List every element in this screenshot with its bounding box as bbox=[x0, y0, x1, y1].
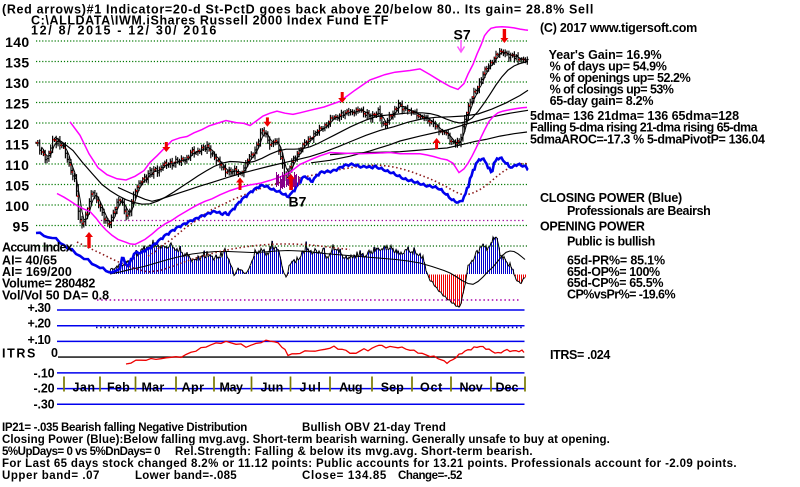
svg-text:For Last 65 days stock changed: For Last 65 days stock changed 8.2% or 1… bbox=[2, 458, 737, 470]
svg-text:Feb: Feb bbox=[107, 380, 130, 394]
svg-text:May: May bbox=[219, 380, 242, 394]
svg-text:% of closings up= 53%: % of closings up= 53% bbox=[550, 83, 674, 97]
svg-text:AI= 169/200: AI= 169/200 bbox=[2, 265, 72, 279]
svg-text:% of days up= 54.9%: % of days up= 54.9% bbox=[550, 59, 667, 73]
svg-text:120: 120 bbox=[5, 116, 29, 132]
svg-text:Oct: Oct bbox=[420, 380, 443, 394]
svg-text:CP%vsPr%= -19.6%: CP%vsPr%= -19.6% bbox=[567, 288, 675, 302]
svg-text:5%UpDays= 0 vs 5%DnDays= 0: 5%UpDays= 0 vs 5%DnDays= 0 bbox=[2, 446, 160, 458]
svg-text:-.20: -.20 bbox=[34, 382, 55, 396]
svg-text:IP21= -.035 Bearish falling Ne: IP21= -.035 Bearish falling Negative Dis… bbox=[2, 422, 247, 434]
svg-text:Volume= 280482: Volume= 280482 bbox=[2, 277, 95, 291]
svg-text:Lower band=-.085: Lower band=-.085 bbox=[135, 470, 237, 482]
svg-text:Jul: Jul bbox=[300, 380, 323, 394]
svg-text:Falling 5-dma rising 21-dma: Falling 5-dma rising 21-dma rising 65-dm… bbox=[530, 121, 759, 135]
svg-text:Mar: Mar bbox=[142, 380, 165, 394]
svg-text:+.30: +.30 bbox=[28, 301, 51, 315]
svg-text:Vol/Vol 50 DA= 0.8: Vol/Vol 50 DA= 0.8 bbox=[2, 289, 109, 303]
svg-text:-.30: -.30 bbox=[34, 398, 55, 412]
svg-text:115: 115 bbox=[5, 136, 29, 152]
svg-text:Nov: Nov bbox=[459, 380, 482, 394]
svg-text:95: 95 bbox=[13, 218, 30, 234]
svg-text:AI= 40/65: AI= 40/65 bbox=[2, 254, 57, 268]
svg-text:130: 130 bbox=[5, 75, 29, 91]
svg-text:ITRS= .024: ITRS= .024 bbox=[550, 348, 610, 362]
svg-text:Change=-.52: Change=-.52 bbox=[398, 470, 462, 482]
svg-text:Close= 134.85: Close= 134.85 bbox=[302, 470, 387, 482]
svg-text:Public is bullish: Public is bullish bbox=[567, 235, 655, 249]
svg-text:Accum Index: Accum Index bbox=[2, 241, 73, 255]
svg-text:Professionals are Beairsh: Professionals are Beairsh bbox=[567, 204, 710, 218]
svg-text:105: 105 bbox=[5, 177, 29, 193]
svg-text:Apr: Apr bbox=[182, 380, 205, 394]
svg-text:135: 135 bbox=[5, 54, 29, 70]
svg-text:Jun: Jun bbox=[261, 380, 284, 394]
svg-text:65d-OP%= 100%: 65d-OP%= 100% bbox=[567, 265, 660, 279]
svg-text:-.10: -.10 bbox=[34, 367, 55, 381]
svg-text:B7: B7 bbox=[289, 194, 307, 210]
svg-text:Sep: Sep bbox=[381, 380, 404, 394]
svg-text:Jan: Jan bbox=[73, 380, 96, 394]
svg-text:Upper band= .07: Upper band= .07 bbox=[2, 470, 100, 482]
svg-text:% of openings up= 52.2%: % of openings up= 52.2% bbox=[550, 71, 691, 85]
svg-text:Bullish OBV 21-day Trend: Bullish OBV 21-day Trend bbox=[302, 422, 446, 434]
svg-text:+.20: +.20 bbox=[28, 317, 51, 331]
svg-text:0: 0 bbox=[51, 346, 58, 360]
svg-text:5dma= 136 21dma= 136 65dma=128: 5dma= 136 21dma= 136 65dma=128 bbox=[530, 109, 739, 123]
svg-text:100: 100 bbox=[5, 198, 29, 214]
svg-text:OPENING POWER: OPENING POWER bbox=[540, 219, 645, 233]
svg-text:12/ 8/ 2015 - 12/ 30/ 2016: 12/ 8/ 2015 - 12/ 30/ 2016 bbox=[31, 24, 218, 38]
svg-text:Aug: Aug bbox=[339, 380, 362, 394]
svg-text:(C) 2017 www.tigersoft.com: (C) 2017 www.tigersoft.com bbox=[540, 21, 697, 35]
svg-text:ITRS: ITRS bbox=[2, 347, 37, 361]
svg-text:110: 110 bbox=[5, 157, 29, 173]
svg-text:C:\ALLDATA\IWM.iShares Russell: C:\ALLDATA\IWM.iShares Russell 2000 Inde… bbox=[31, 14, 389, 28]
svg-text:S7: S7 bbox=[454, 27, 471, 43]
svg-text:Rel.Strength: Falling & below: Rel.Strength: Falling & below its mvg.av… bbox=[175, 446, 533, 458]
svg-text:140: 140 bbox=[5, 34, 29, 50]
svg-text:Closing Power (Blue):Below fal: Closing Power (Blue):Below falling mvg.a… bbox=[2, 434, 610, 446]
svg-text:Dec: Dec bbox=[496, 380, 519, 394]
svg-text:+.10: +.10 bbox=[28, 333, 51, 347]
svg-text:65d-CP%= 65.5%: 65d-CP%= 65.5% bbox=[567, 276, 663, 290]
svg-text:CLOSING POWER (Blue): CLOSING POWER (Blue) bbox=[540, 191, 682, 205]
svg-text:(Red arrows)#1 Indicator=20-d: (Red arrows)#1 Indicator=20-d St-PctD go… bbox=[2, 3, 594, 17]
svg-text:5dmaAROC=-17.3 % 5-dmaPivotP=: 5dmaAROC=-17.3 % 5-dmaPivotP= 136.04 bbox=[530, 133, 765, 147]
svg-text:Year's Gain= 16.9%: Year's Gain= 16.9% bbox=[549, 48, 662, 62]
svg-text:65-day gain= 8.2%: 65-day gain= 8.2% bbox=[550, 94, 654, 108]
svg-text:125: 125 bbox=[5, 95, 29, 111]
svg-text:65d-PR%= 85.1%: 65d-PR%= 85.1% bbox=[567, 254, 665, 268]
